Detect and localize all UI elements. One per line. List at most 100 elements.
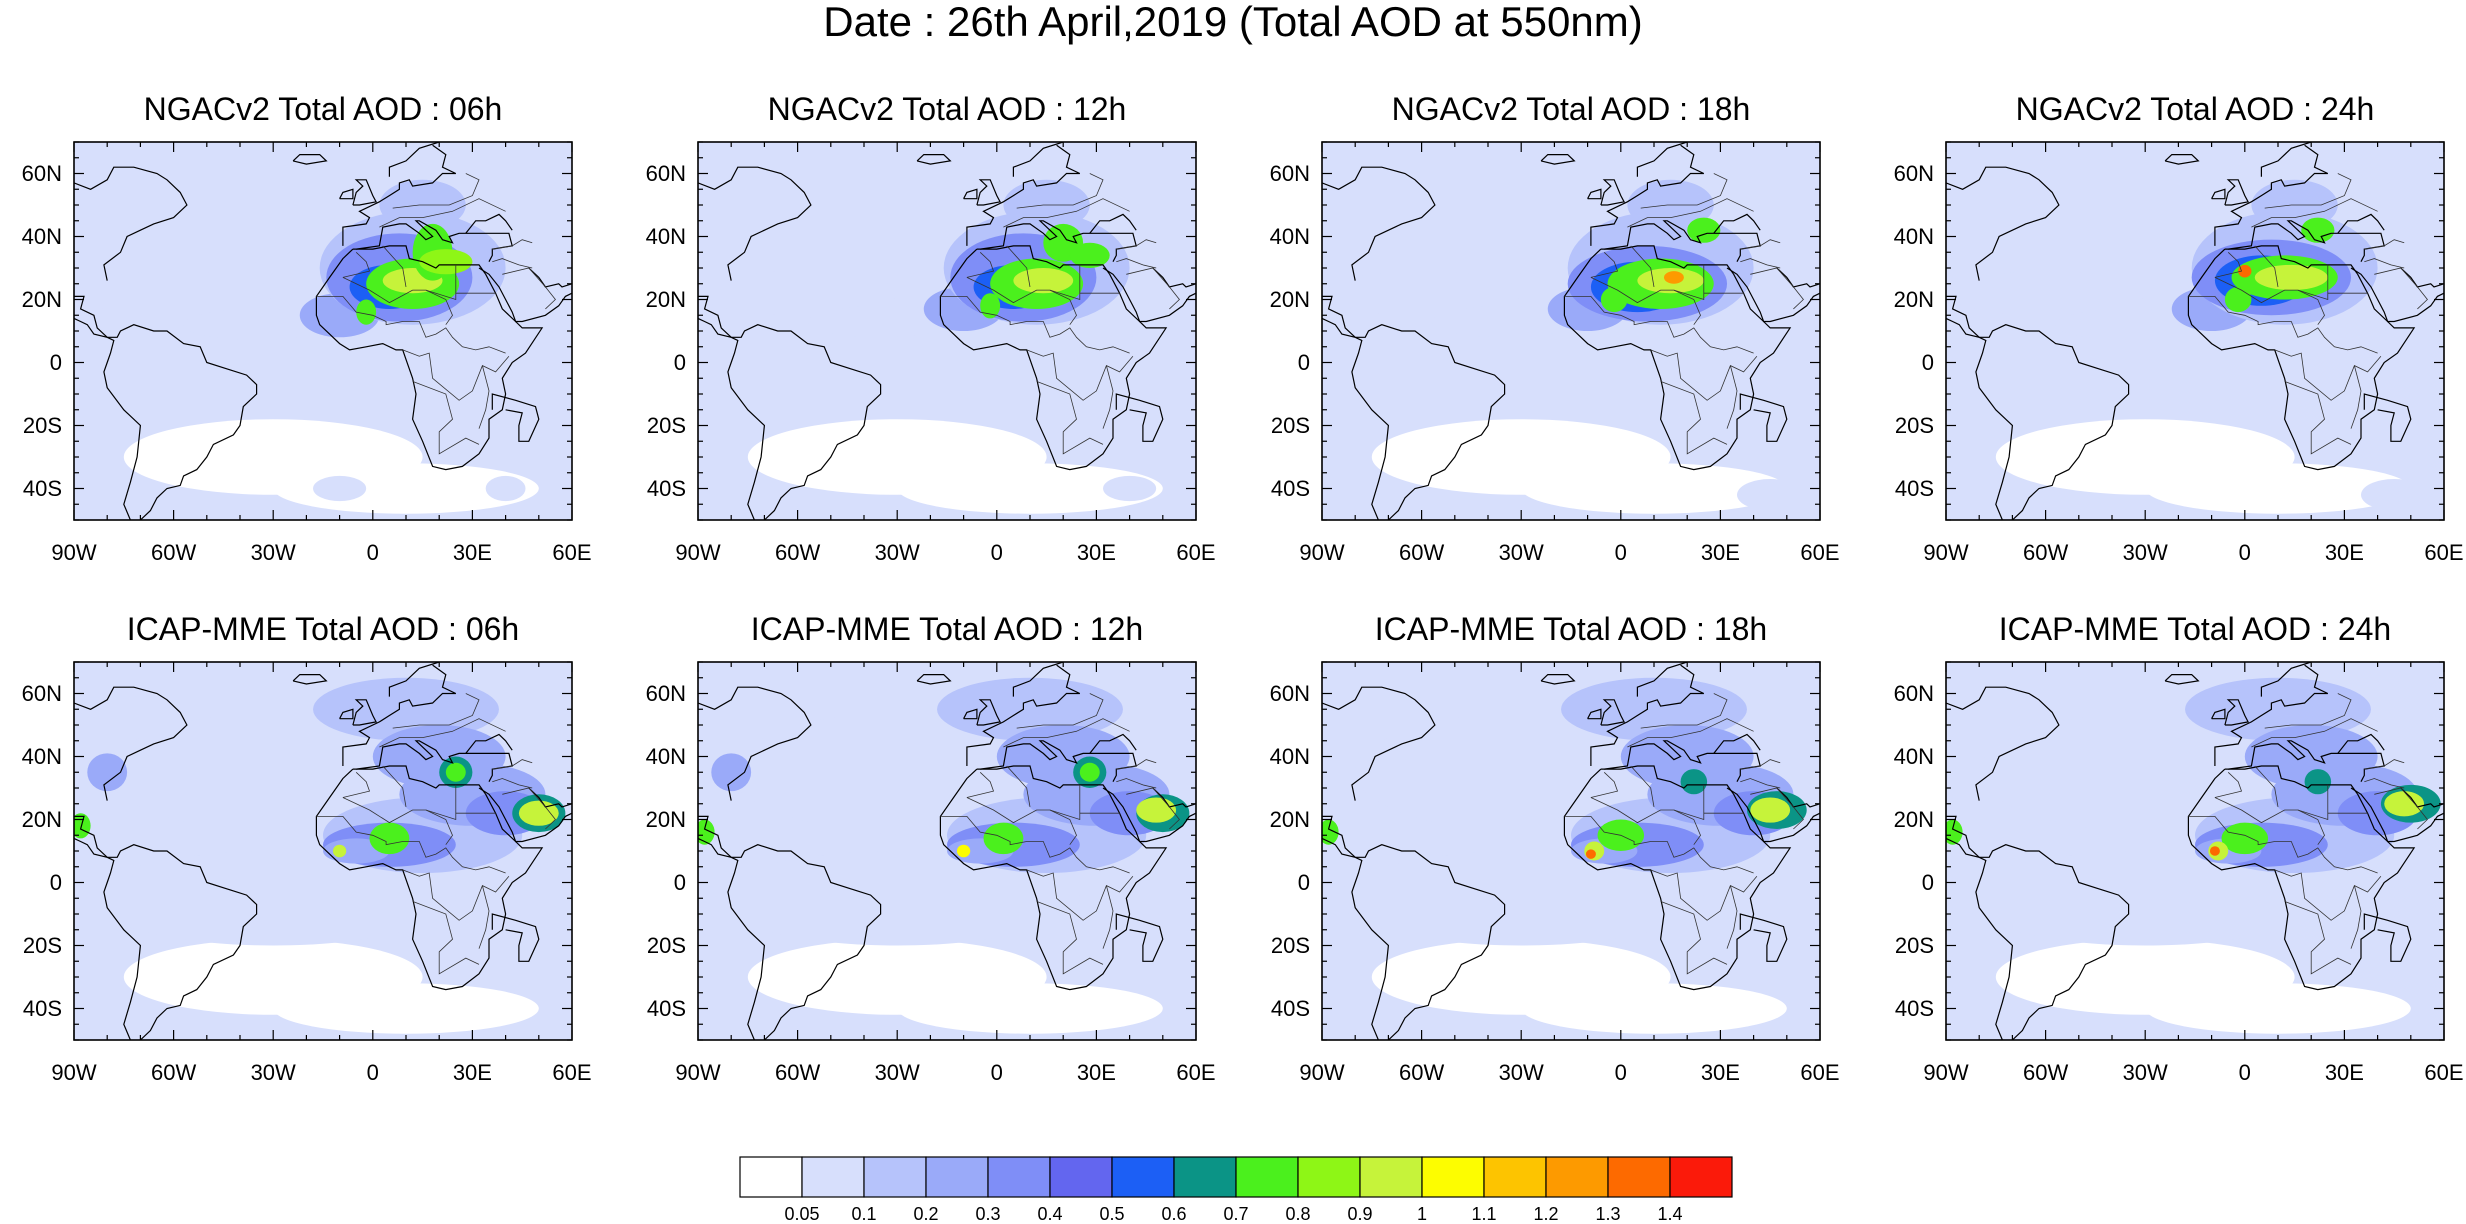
clean-air-region — [273, 983, 539, 1034]
axis-ticks — [73, 141, 573, 521]
clean-air-region — [897, 983, 1163, 1034]
lon-tick-label: 60E — [1800, 540, 1840, 565]
lat-tick-label: 20N — [1893, 286, 1934, 312]
borders — [2188, 693, 2428, 975]
colorbar-swatch — [1483, 1156, 1547, 1198]
aod-plume — [1750, 797, 1791, 823]
axis-ticks — [1945, 661, 2445, 1041]
colorbar-swatch — [1421, 1156, 1485, 1198]
lon-tick-label: 60E — [1176, 540, 1216, 565]
lon-tick-label: 0 — [366, 1060, 379, 1085]
colorbar-swatch — [1235, 1156, 1299, 1198]
aod-field — [698, 662, 1196, 1040]
aod-plume — [2221, 822, 2269, 855]
lon-tick-label: 60W — [1398, 1060, 1445, 1085]
axis-ticks — [73, 661, 573, 1041]
axis-ticks — [1945, 141, 2445, 521]
map-panel-icap-mme-24h — [1945, 661, 2445, 1041]
colorbar-swatch — [1669, 1156, 1733, 1198]
lat-tick-label: 60N — [1269, 680, 1310, 706]
clean-air-region — [897, 463, 1163, 514]
aod-plume — [807, 305, 954, 338]
lat-tick-label: 40S — [646, 475, 686, 501]
coastlines — [698, 662, 1196, 1040]
clean-air-region — [273, 463, 539, 514]
lat-tick-label: 40S — [1270, 475, 1310, 501]
lon-tick-label: 30E — [2324, 540, 2364, 565]
lat-tick-label: 20N — [1893, 806, 1934, 832]
colorbar-swatch — [1545, 1156, 1609, 1198]
lon-tick-label: 30E — [1700, 1060, 1740, 1085]
borders — [316, 693, 556, 975]
lon-tick-label: 90W — [675, 1060, 721, 1085]
aod-plume — [1431, 305, 1578, 338]
aod-plume — [1069, 242, 1110, 268]
colorbar-swatch — [1111, 1156, 1175, 1198]
lat-tick-label: 20N — [1269, 806, 1310, 832]
colorbar-tick-label: 1.4 — [1657, 1204, 1683, 1224]
lat-tick-label: 20N — [21, 806, 62, 832]
aod-field — [74, 142, 572, 520]
axis-ticks — [1321, 141, 1821, 521]
lat-tick-label: 20N — [645, 806, 686, 832]
aod-field — [1946, 662, 2444, 1040]
aod-plume — [1946, 271, 2146, 316]
map-panel-icap-mme-12h — [697, 661, 1197, 1041]
aod-field — [1322, 142, 1820, 520]
borders — [1564, 173, 1804, 455]
lon-tick-label: 30W — [1498, 540, 1544, 565]
coastlines — [1322, 142, 1820, 520]
lon-tick-label: 60W — [2022, 540, 2069, 565]
aod-plume — [1322, 271, 1522, 316]
lon-tick-label: 60W — [774, 540, 821, 565]
figure-title: Date : 26th April,2019 (Total AOD at 550… — [823, 0, 1643, 45]
aod-plume — [1946, 819, 1963, 845]
colorbar-tick-label: 1.1 — [1471, 1204, 1497, 1224]
lat-tick-label: 40S — [1894, 475, 1934, 501]
lat-tick-label: 40N — [1893, 743, 1934, 769]
coastlines — [1946, 142, 2444, 520]
aod-plume — [2209, 846, 2220, 856]
lon-tick-label: 30W — [874, 540, 920, 565]
coastlines — [1322, 662, 1820, 1040]
colorbar-swatch — [925, 1156, 989, 1198]
clean-air-region — [2145, 983, 2411, 1034]
lat-tick-label: 0 — [673, 349, 686, 375]
lon-tick-label: 30W — [874, 1060, 920, 1085]
lat-tick-label: 0 — [673, 869, 686, 895]
aod-plume — [1680, 769, 1708, 795]
aod-plume — [956, 844, 971, 858]
aod-plume — [714, 851, 1080, 946]
lon-tick-label: 90W — [675, 540, 721, 565]
colorbar-tick-label: 0.9 — [1347, 1204, 1373, 1224]
lat-tick-label: 40N — [645, 743, 686, 769]
lon-tick-label: 0 — [1614, 540, 1627, 565]
aod-plume — [313, 475, 367, 502]
borders — [2188, 173, 2428, 455]
lon-tick-label: 90W — [1923, 540, 1969, 565]
aod-plume — [2254, 264, 2328, 291]
panel-title: NGACv2 Total AOD : 06h — [143, 91, 503, 127]
lat-tick-label: 20S — [1270, 932, 1310, 958]
clean-air-region — [1521, 463, 1787, 514]
aod-plume — [74, 271, 274, 316]
colorbar-tick-label: 0.1 — [851, 1204, 877, 1224]
clean-air-region — [1521, 983, 1787, 1034]
colorbar-tick-label: 0.7 — [1223, 1204, 1249, 1224]
axis-ticks — [1321, 661, 1821, 1041]
aod-plume — [538, 425, 572, 457]
lat-tick-label: 20N — [21, 286, 62, 312]
lat-tick-label: 0 — [1297, 869, 1310, 895]
lat-tick-label: 20S — [646, 932, 686, 958]
borders — [940, 693, 1180, 975]
lon-tick-label: 0 — [1614, 1060, 1627, 1085]
map-panel-ngacv2-18h — [1321, 141, 1821, 521]
aod-plume — [332, 844, 347, 858]
aod-plume — [2361, 479, 2428, 511]
lon-tick-label: 30E — [452, 1060, 492, 1085]
lat-tick-label: 60N — [1269, 160, 1310, 186]
lat-tick-label: 0 — [1297, 349, 1310, 375]
aod-plume — [2384, 791, 2425, 817]
aod-plume — [1962, 851, 2328, 946]
aod-plume — [711, 753, 752, 792]
